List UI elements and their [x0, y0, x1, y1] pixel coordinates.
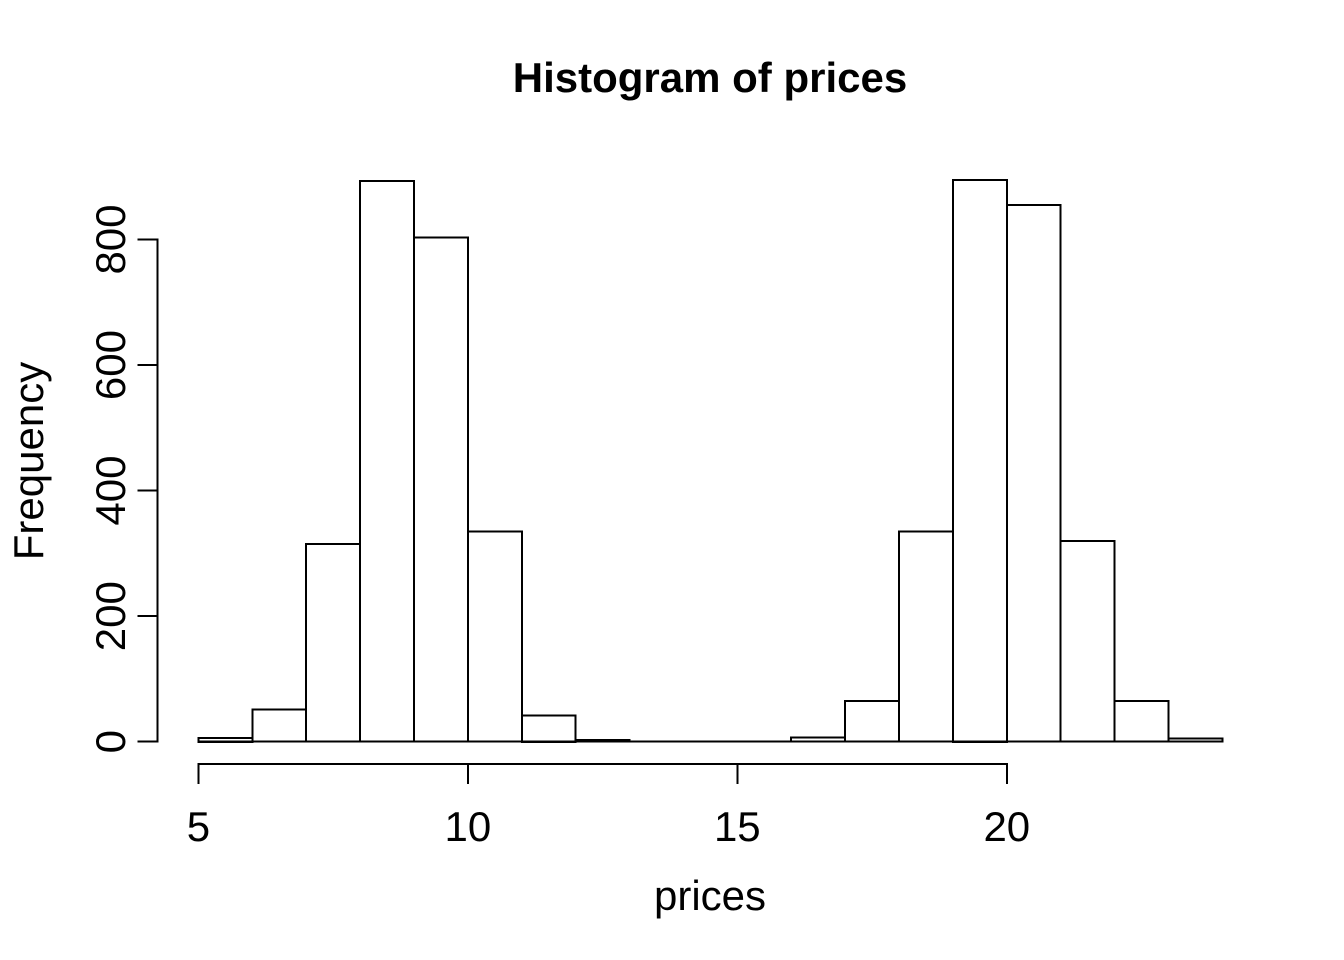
y-tick-label: 800 — [87, 204, 134, 274]
histogram-bar — [413, 236, 469, 743]
histogram-bar — [951, 178, 1008, 743]
histogram-bar — [305, 543, 362, 743]
histogram-bar — [898, 530, 954, 743]
x-tick-label: 15 — [714, 803, 761, 850]
y-axis-title: Frequency — [5, 361, 52, 561]
chart-title: Histogram of prices — [512, 54, 908, 101]
x-axis-title: prices — [653, 872, 767, 919]
histogram-bars — [197, 178, 1224, 743]
histogram-bar — [466, 530, 523, 743]
x-axis: 5 10 15 20 — [187, 763, 1030, 850]
histogram-bar — [1005, 204, 1062, 743]
histogram-bar — [520, 714, 577, 743]
histogram-bar — [844, 699, 900, 743]
y-axis: 0 200 400 600 800 — [87, 204, 159, 753]
x-tick-label: 10 — [445, 803, 492, 850]
y-tick-label: 400 — [87, 456, 134, 526]
y-tick-label: 600 — [87, 330, 134, 400]
y-tick-label: 0 — [87, 730, 134, 753]
y-tick-label: 200 — [87, 581, 134, 651]
histogram-bar — [1113, 699, 1170, 743]
histogram-bar — [1059, 539, 1116, 743]
histogram-bar — [359, 180, 416, 743]
x-tick-label: 20 — [983, 803, 1030, 850]
x-tick-label: 5 — [187, 803, 210, 850]
histogram-bar — [251, 708, 308, 743]
